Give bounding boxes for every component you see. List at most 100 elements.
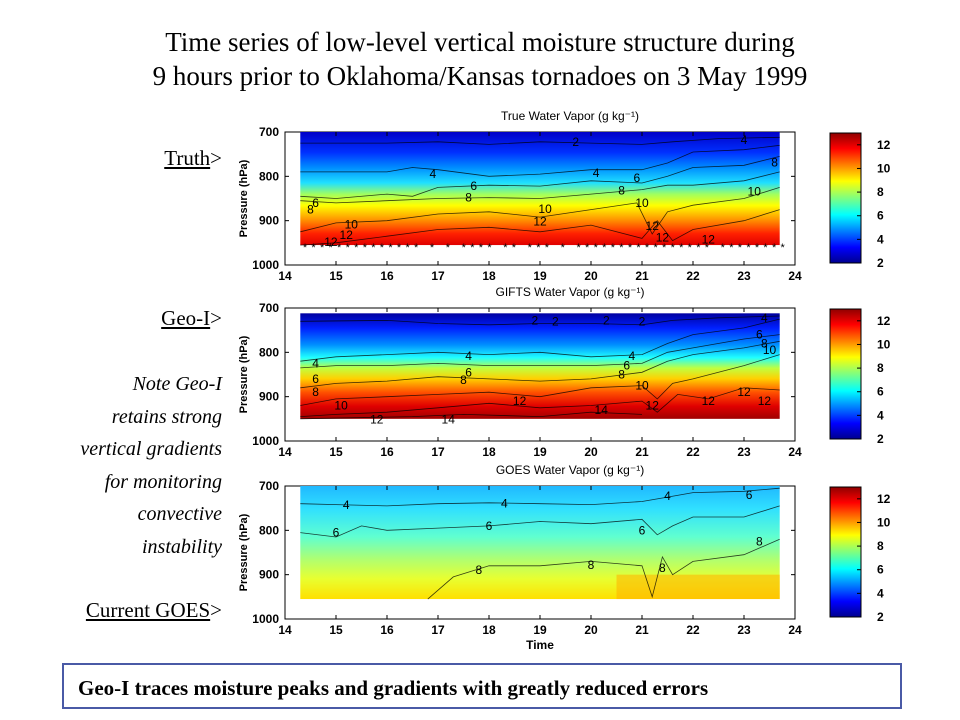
x-tick-label: 16 (380, 445, 394, 459)
contour-label: 12 (758, 394, 772, 408)
colorbar-fill (829, 486, 862, 618)
geo-arrow: > (210, 306, 222, 330)
contour-label: 4 (465, 349, 472, 363)
x-tick-label: 18 (482, 445, 496, 459)
x-tick-label: 20 (584, 269, 598, 283)
colorbar-tick-label: 8 (877, 539, 884, 553)
note-line: instability (142, 535, 222, 558)
heatmap-warm-patch (616, 574, 780, 600)
truth-label: Truth> (164, 146, 222, 171)
contour-label: 10 (635, 196, 649, 210)
x-tick-label: 14 (278, 269, 292, 283)
contour-line-8 (300, 171, 780, 204)
y-tick-label: 1000 (252, 258, 279, 272)
x-tick-label: 21 (635, 269, 649, 283)
contour-label: 2 (552, 314, 559, 328)
x-tick-label: 22 (686, 269, 700, 283)
x-tick-label: 20 (584, 445, 598, 459)
colorbar: 12 10 8 6 4 2 (829, 486, 891, 624)
x-tick-label: 23 (737, 445, 751, 459)
heatmap-field (300, 313, 780, 419)
contour-label: 10 (334, 399, 348, 413)
chart-title: GIFTS Water Vapor (g kg⁻¹) (495, 285, 644, 299)
colorbar-tick-label: 8 (877, 361, 884, 375)
contour-label: 4 (312, 356, 319, 370)
contour-label: 14 (442, 413, 456, 427)
x-tick-label: 18 (482, 623, 496, 637)
contour-label: 6 (486, 519, 493, 533)
y-tick-label: 1000 (252, 434, 279, 448)
contour-line-2 (300, 136, 780, 145)
x-tick-label: 15 (329, 623, 343, 637)
contour-label: 8 (771, 156, 778, 170)
x-tick-label: 22 (686, 623, 700, 637)
contour-label: 6 (756, 328, 763, 342)
contour-label: 10 (763, 343, 777, 357)
colorbar-tick-label: 2 (877, 432, 884, 446)
contour-label: 8 (618, 368, 625, 382)
contour-label: 6 (333, 526, 340, 540)
x-tick-label: 18 (482, 269, 496, 283)
contour-label: 12 (646, 399, 660, 413)
x-tick-label: 23 (737, 623, 751, 637)
contour-label: 4 (430, 167, 437, 181)
y-tick-label: 700 (259, 301, 279, 315)
contour-label: 8 (465, 191, 472, 205)
contour-label: 8 (307, 203, 314, 217)
contour-label: 10 (635, 379, 649, 393)
truth-label-text: Truth (164, 146, 211, 170)
contour-label: 8 (475, 563, 482, 577)
contour-line-6 (300, 156, 780, 199)
truth-arrow: > (210, 146, 222, 170)
goes-arrow: > (210, 598, 222, 622)
note-text: Note Geo-I retains strong vertical gradi… (80, 368, 222, 563)
colorbar: 12 10 8 6 4 2 (829, 132, 891, 270)
page-title-line1: Time series of low-level vertical moistu… (165, 27, 795, 57)
contour-label: 12 (737, 385, 751, 399)
goes-label-text: Current GOES (85, 598, 211, 622)
note-line: convective (137, 503, 222, 525)
contour-label: 4 (741, 133, 748, 147)
x-tick-label: 24 (788, 445, 802, 459)
contour-label: 10 (748, 184, 762, 198)
contour-label: 6 (634, 171, 641, 185)
colorbar-tick-label: 6 (877, 563, 884, 577)
contour-label: 12 (646, 219, 660, 233)
contour-line-8 (300, 340, 780, 389)
contour-label: 2 (639, 314, 646, 328)
y-tick-label: 1000 (252, 612, 279, 626)
contour-label: 6 (623, 359, 630, 373)
x-tick-label: 20 (584, 623, 598, 637)
x-tick-label: 16 (380, 623, 394, 637)
colorbar-tick-label: 6 (877, 209, 884, 223)
colorbar-tick-label: 12 (877, 492, 891, 506)
contour-label: 6 (312, 196, 319, 210)
contour-line-10 (300, 187, 780, 235)
contour-line-14 (300, 411, 643, 420)
y-tick-label: 700 (259, 125, 279, 139)
caption-box: Geo-I traces moisture peaks and gradient… (62, 663, 902, 709)
y-axis-label: Pressure (hPa) (238, 513, 250, 591)
contour-label: 4 (761, 311, 768, 325)
colorbar-tick-label: 2 (877, 256, 884, 270)
x-tick-label: 16 (380, 269, 394, 283)
contour-line-10 (300, 354, 780, 406)
contour-label: 8 (588, 558, 595, 572)
colorbar-tick-label: 10 (877, 161, 891, 175)
page-title-line2: 9 hours prior to Oklahoma/Kansas tornado… (152, 61, 808, 91)
x-tick-label: 14 (278, 623, 292, 637)
contour-label: 12 (513, 394, 527, 408)
contour-label: 4 (628, 349, 635, 363)
y-tick-label: 800 (259, 523, 279, 537)
geo-label-text: Geo-I (161, 306, 211, 330)
x-tick-label: 24 (788, 269, 802, 283)
y-tick-label: 700 (259, 479, 279, 493)
colorbar-fill (829, 132, 862, 264)
x-tick-label: 14 (278, 445, 292, 459)
contour-label: 2 (532, 313, 539, 327)
contour-label: 8 (761, 336, 768, 350)
